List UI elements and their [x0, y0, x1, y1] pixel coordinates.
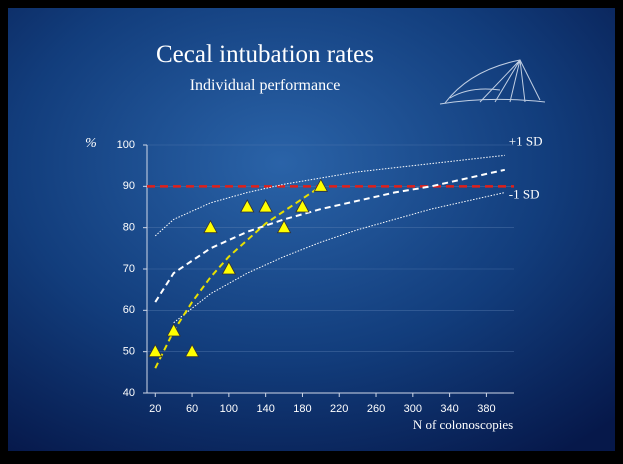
chart-subtitle: Individual performance: [190, 77, 341, 94]
x-tick-label: 340: [440, 403, 458, 415]
x-tick-label: 20: [149, 403, 161, 415]
series-label: +1 SD: [509, 133, 543, 148]
y-tick-label: 60: [123, 304, 135, 316]
point: [258, 199, 273, 213]
y-tick-label: 70: [123, 263, 135, 275]
point: [276, 219, 292, 234]
point: [184, 343, 200, 358]
point: [203, 219, 218, 234]
x-tick-label: 180: [293, 403, 311, 415]
x-tick-label: 380: [477, 403, 495, 415]
y-tick-label: 50: [123, 346, 135, 358]
x-tick-label: 300: [404, 403, 422, 415]
x-tick-label: 60: [186, 403, 198, 415]
chart-title: Cecal intubation rates: [156, 41, 374, 68]
y-tick-label: 90: [123, 180, 135, 192]
x-tick-label: 140: [256, 403, 274, 415]
point: [166, 323, 181, 337]
y-axis-label: %: [85, 136, 97, 151]
y-tick-label: 100: [117, 139, 135, 151]
point: [313, 178, 329, 192]
series-label: -1 SD: [509, 187, 540, 202]
x-tick-label: 260: [367, 403, 385, 415]
line: [154, 168, 506, 303]
y-tick-label: 80: [123, 222, 135, 234]
point: [148, 343, 163, 358]
point: [240, 199, 255, 213]
x-tick-label: 220: [330, 403, 348, 415]
line: [154, 154, 505, 237]
plot: 40 50 60 70 80 90 100 20 60 100 140 180 220 260 300 340…: [117, 133, 543, 415]
point: [295, 199, 310, 213]
y-tick-label: 40: [123, 387, 135, 399]
point: [221, 261, 237, 275]
x-axis-label: N of colonoscopies: [413, 417, 513, 432]
logo: [439, 59, 546, 105]
x-tick-label: 100: [220, 403, 238, 415]
slide-background: [8, 8, 615, 451]
